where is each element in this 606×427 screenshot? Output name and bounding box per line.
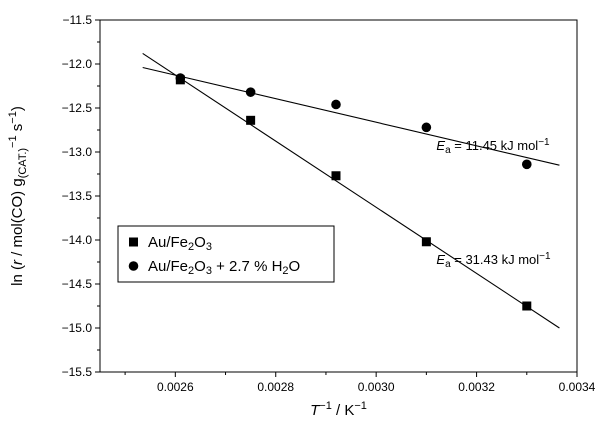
x-tick-label: 0.0034 [559, 380, 596, 394]
legend-marker-circle [128, 261, 139, 271]
y-tick-label: −15.5 [62, 365, 93, 379]
y-tick-label: −13.5 [62, 189, 93, 203]
data-point-square [246, 115, 256, 125]
annotation-text: = 31.43 kJ mol [451, 252, 540, 267]
x-title-main: T [310, 402, 321, 419]
x-tick-label: 0.0030 [358, 380, 395, 394]
data-point-circle [521, 159, 532, 170]
x-tick-label: 0.0026 [157, 380, 194, 394]
activation-energy-annotation-2: Ea = 11.45 kJ mol−1 [436, 137, 550, 156]
annotation-sub: a [445, 259, 451, 270]
data-point-circle [421, 122, 432, 133]
data-point-circle [175, 73, 186, 83]
y-axis-title: ln (r / mol(CO) g(CAT.)−1 s−1) [7, 106, 29, 286]
y-title-part: s [9, 124, 26, 136]
legend-part: + 2.7 % H [212, 258, 282, 275]
y-tick-label: −14.0 [62, 233, 93, 247]
legend-part: O [194, 234, 206, 251]
x-title-sup: −1 [319, 400, 332, 412]
annotation-e: E [436, 138, 445, 153]
legend-sub: 2 [188, 241, 194, 253]
legend-label-2: Au/Fe2O3 + 2.7 % H2O [148, 258, 300, 277]
y-title-part: ln ( [9, 265, 26, 286]
data-point-square [331, 171, 341, 181]
annotation-text: = 11.45 kJ mol [451, 138, 539, 153]
axis-titles: T−1 / K−1ln (r / mol(CO) g(CAT.)−1 s−1) [7, 106, 367, 419]
legend-marker-square [129, 237, 138, 247]
y-tick-label: −13.0 [62, 145, 93, 159]
y-title-sup: −1 [7, 111, 19, 124]
legend-sub: 2 [282, 265, 288, 277]
fit-line-2 [142, 66, 560, 166]
axes: 0.0026 0.0028 0.0030 0.0032 0.0034 −11.5 −12.0… [62, 13, 596, 394]
legend-part: O [289, 258, 301, 275]
legend-part: O [194, 258, 206, 275]
legend-box [117, 225, 335, 283]
annotation-sup: −1 [538, 137, 550, 148]
data-point-square [421, 237, 431, 247]
y-title-sup: −1 [7, 135, 19, 148]
x-axis-title: T−1 / K−1 [310, 400, 367, 419]
legend-part: Au/Fe [148, 234, 188, 251]
x-title-sup2: −1 [354, 400, 367, 412]
y-title-part: ) [9, 106, 26, 111]
y-tick-label: −12.0 [62, 57, 93, 71]
legend-sub: 3 [206, 265, 212, 277]
y-tick-label: −11.5 [63, 13, 93, 27]
annotation-e: E [436, 252, 445, 267]
x-tick-label: 0.0028 [257, 380, 294, 394]
data-point-square [522, 301, 532, 311]
legend-part: Au/Fe [148, 258, 188, 275]
activation-energy-annotation-1: Ea = 31.43 kJ mol−1 [436, 251, 551, 270]
legend-sub: 3 [206, 241, 212, 253]
x-title-rest: / K [332, 402, 355, 419]
annotation-sup: −1 [539, 251, 551, 262]
data-points [175, 73, 532, 311]
y-tick-label: −12.5 [62, 101, 93, 115]
data-point-circle [331, 99, 341, 110]
annotation-sub: a [445, 145, 451, 156]
fit-line-1 [142, 52, 560, 329]
annotations: Ea = 31.43 kJ mol−1Ea = 11.45 kJ mol−1 [436, 137, 551, 270]
y-tick-label: −14.5 [62, 277, 93, 291]
y-tick-label: −15.0 [62, 321, 93, 335]
legend-sub: 2 [188, 265, 194, 277]
y-title-r: r [9, 259, 26, 265]
x-tick-label: 0.0032 [458, 380, 495, 394]
data-point-circle [245, 87, 256, 97]
fit-lines [142, 52, 560, 329]
y-title-part: / mol(CO) g [9, 178, 26, 260]
legend-label-1: Au/Fe2O3 [148, 234, 212, 253]
y-title-sub: (CAT.) [17, 148, 29, 178]
